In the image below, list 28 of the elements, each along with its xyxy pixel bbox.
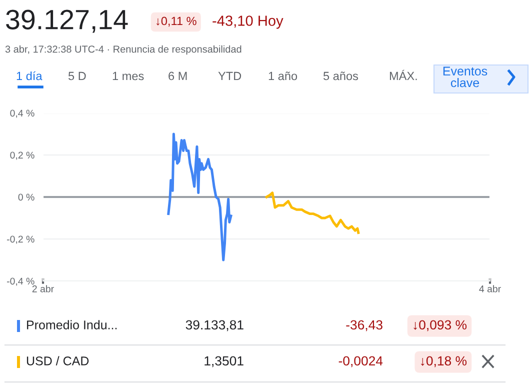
text: 5 años: [323, 72, 358, 80]
chart-title: 39.127,14: [6, 10, 128, 33]
text: ↓0,18 %: [421, 356, 467, 368]
y-tick-label: 0 %: [18, 194, 34, 201]
text: YTD: [218, 72, 242, 80]
text: 39.133,81: [186, 320, 244, 332]
text: 1 día: [16, 71, 42, 80]
text: 1,3501: [204, 356, 244, 368]
y-tick-label: 0,4 %: [10, 110, 34, 118]
text: MÁX.: [390, 70, 417, 80]
x-tick-label: 2 abr: [32, 285, 54, 292]
legend-label: USD / CAD: [26, 356, 89, 366]
text: 3 abr, 17:32:38 UTC-4 · Renuncia de responsabilidad: [5, 45, 242, 55]
text: ↓0,11 %: [156, 16, 196, 27]
text: 6 M: [168, 72, 187, 80]
text: ↓0,093 %: [414, 320, 467, 332]
y-tick-label: 0,2 %: [10, 152, 34, 160]
text: -0,0024: [338, 356, 383, 368]
legend-label: Promedio Indu...: [27, 320, 117, 330]
text: 1 año: [268, 72, 298, 80]
text: -36,43: [346, 320, 382, 332]
text: -43,10 Hoy: [212, 16, 284, 29]
x-tick-label: 4 abr: [479, 285, 501, 292]
text: 1 mes: [112, 72, 144, 80]
y-tick-label: -0,4 %: [7, 278, 34, 286]
text: Eventos clave: [443, 66, 488, 88]
y-tick-label: -0,2 %: [7, 236, 34, 244]
text: 5 D: [68, 72, 86, 80]
